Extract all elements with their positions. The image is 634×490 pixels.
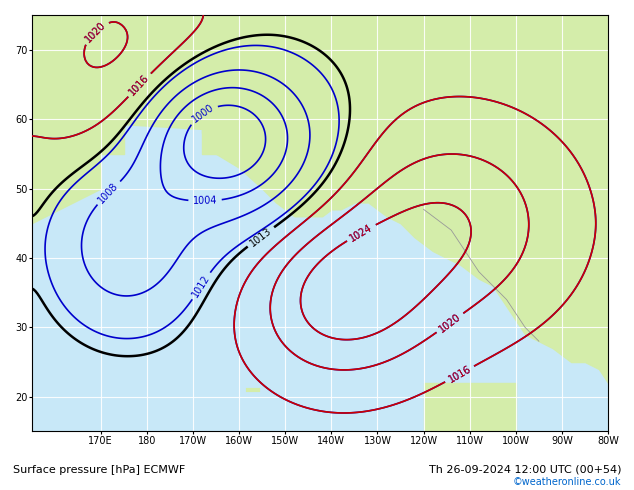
Text: Th 26-09-2024 12:00 UTC (00+54): Th 26-09-2024 12:00 UTC (00+54) xyxy=(429,465,621,475)
Text: 1000: 1000 xyxy=(190,102,216,124)
Text: ©weatheronline.co.uk: ©weatheronline.co.uk xyxy=(513,477,621,487)
Text: 1016: 1016 xyxy=(446,364,473,385)
Text: Surface pressure [hPa] ECMWF: Surface pressure [hPa] ECMWF xyxy=(13,465,185,475)
Text: 1016: 1016 xyxy=(127,73,152,98)
Text: 1020: 1020 xyxy=(437,312,463,334)
Text: 1004: 1004 xyxy=(193,196,217,206)
Text: 1016: 1016 xyxy=(127,73,152,98)
Text: 1020: 1020 xyxy=(83,20,107,44)
Text: 1020: 1020 xyxy=(437,312,463,334)
Text: 1024: 1024 xyxy=(348,222,375,243)
Text: 1020: 1020 xyxy=(83,20,107,44)
Text: 1013: 1013 xyxy=(248,225,274,248)
Text: 1008: 1008 xyxy=(96,180,120,205)
Text: 1016: 1016 xyxy=(446,364,473,385)
Polygon shape xyxy=(32,15,608,154)
Text: 1024: 1024 xyxy=(348,222,375,243)
Text: 1012: 1012 xyxy=(190,273,212,299)
